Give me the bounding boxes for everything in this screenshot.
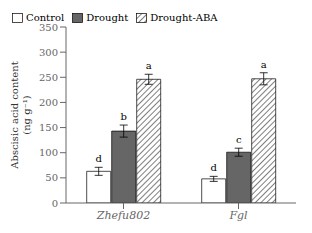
svg-text:a: a (261, 59, 267, 70)
svg-text:a: a (146, 60, 152, 71)
svg-text:50: 50 (45, 172, 58, 183)
svg-text:b: b (120, 111, 126, 122)
svg-text:Zhefu802: Zhefu802 (96, 209, 150, 222)
svg-text:100: 100 (39, 147, 58, 158)
svg-text:Fgl: Fgl (228, 209, 248, 222)
svg-text:0: 0 (52, 198, 58, 209)
svg-text:d: d (210, 162, 217, 173)
html-text:Control: Control (26, 12, 65, 23)
svg-text:Abscisic acid content(ng g⁻¹): Abscisic acid content(ng g⁻¹) (9, 61, 32, 169)
html-text:Drought-ABA: Drought-ABA (150, 12, 218, 23)
svg-text:250: 250 (39, 72, 58, 83)
svg-text:150: 150 (39, 122, 58, 133)
svg-text:d: d (95, 153, 102, 164)
svg-text:c: c (236, 134, 242, 145)
svg-text:350: 350 (39, 22, 58, 33)
html-text:Drought: Drought (86, 12, 129, 23)
svg-text:300: 300 (39, 47, 58, 58)
svg-text:200: 200 (39, 97, 58, 108)
